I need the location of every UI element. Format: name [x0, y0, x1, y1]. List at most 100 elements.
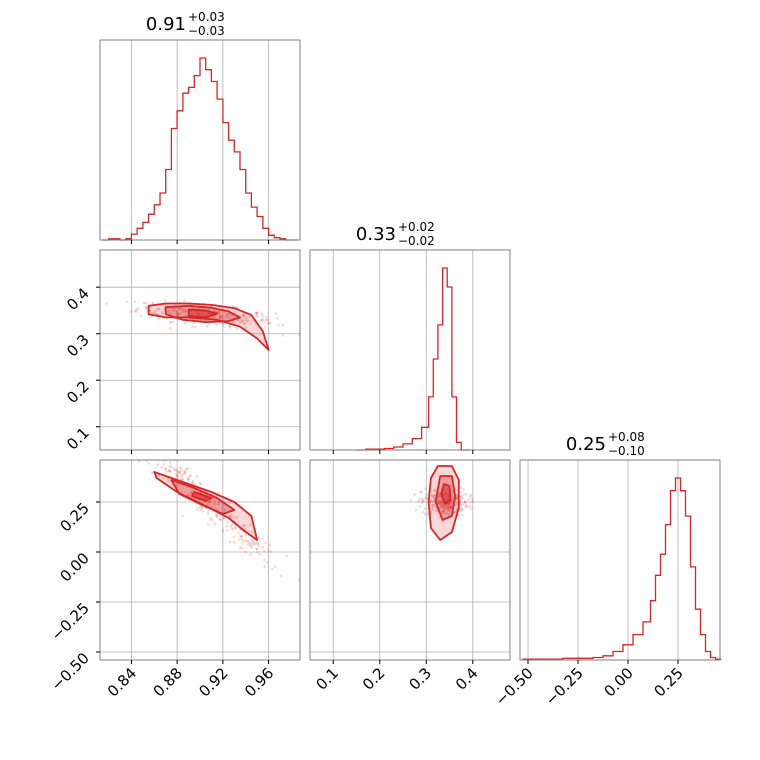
- scatter-point: [150, 444, 153, 447]
- x-tick-label-p1: 0.96: [241, 664, 277, 700]
- scatter-point: [171, 320, 174, 324]
- scatter-point: [426, 513, 430, 517]
- scatter-point: [447, 509, 451, 512]
- scatter-point: [183, 471, 187, 474]
- grid-layer: [100, 40, 679, 660]
- scatter-point: [434, 506, 437, 509]
- scatter-point: [249, 523, 252, 527]
- y-tick-label-p3: 0.25: [56, 499, 92, 535]
- scatter-point: [235, 516, 238, 519]
- scatter-point: [133, 300, 137, 304]
- scatter-point: [177, 307, 181, 311]
- scatter-point: [266, 318, 269, 322]
- scatter-point: [235, 305, 238, 309]
- scatter-point: [167, 308, 170, 312]
- scatter-point: [443, 504, 447, 508]
- scatter-point: [246, 543, 250, 546]
- scatter-point: [274, 312, 278, 316]
- scatter-point: [429, 500, 432, 504]
- scatter-point: [150, 440, 153, 443]
- scatter-point: [441, 502, 444, 506]
- scatter-point: [218, 518, 222, 521]
- scatter-point: [181, 514, 185, 517]
- scatter-point: [222, 324, 225, 328]
- scatter-point: [172, 467, 176, 471]
- scatter-point: [455, 507, 459, 511]
- scatter-point: [184, 309, 187, 313]
- scatter-point: [169, 326, 172, 330]
- scatter-point: [178, 471, 181, 475]
- scatter-point: [188, 493, 191, 497]
- scatter-point: [163, 460, 166, 463]
- scatter-point: [228, 540, 232, 544]
- scatter-point: [260, 318, 263, 322]
- scatter-point: [431, 503, 435, 506]
- scatter-point: [469, 493, 473, 497]
- scatter-point: [241, 319, 245, 322]
- title-plus-p1: +0.03: [188, 10, 225, 24]
- panel-frame: [99, 249, 301, 451]
- scatter-point: [208, 503, 211, 507]
- scatter-point: [188, 474, 192, 477]
- scatter-point: [231, 320, 235, 324]
- scatter-point: [188, 474, 192, 478]
- scatter-point: [229, 524, 232, 527]
- scatter-point: [201, 507, 204, 510]
- scatter-point: [245, 319, 249, 323]
- scatter-point: [164, 468, 167, 471]
- scatter-point: [213, 499, 217, 502]
- scatter-point: [441, 505, 445, 509]
- scatter-point: [141, 450, 144, 453]
- scatter-point: [180, 306, 183, 310]
- scatter-point: [452, 511, 456, 514]
- scatter-point: [425, 496, 428, 500]
- scatter-point: [175, 310, 178, 314]
- scatter-point: [167, 469, 171, 472]
- scatter-point: [431, 494, 435, 498]
- scatter-point: [239, 534, 242, 538]
- scatter-point: [463, 500, 467, 504]
- scatter-point: [213, 502, 216, 506]
- scatter-point: [447, 504, 450, 508]
- scatter-point: [236, 319, 240, 323]
- y-tick-label-p3: 0.00: [56, 549, 92, 585]
- title-minus-p1: −0.03: [188, 24, 225, 38]
- scatter-point: [230, 516, 234, 519]
- scatter-point: [441, 509, 445, 513]
- scatter-point: [168, 469, 172, 473]
- scatter-point: [262, 549, 266, 553]
- scatter-point: [141, 454, 144, 457]
- scatter-point: [129, 310, 133, 314]
- scatter-point: [445, 503, 449, 507]
- scatter-point: [413, 493, 416, 496]
- scatter-point: [460, 509, 463, 513]
- scatter-point: [134, 310, 138, 313]
- scatter-point: [208, 499, 211, 503]
- scatter-point: [246, 316, 250, 319]
- scatter-point: [155, 309, 158, 312]
- scatter-point: [449, 504, 453, 508]
- contour-level-3: [187, 308, 219, 319]
- scatter-point: [256, 550, 260, 554]
- scatter-point: [217, 491, 220, 494]
- scatter-point: [181, 309, 184, 313]
- scatter-point: [445, 507, 449, 510]
- scatter-point: [431, 503, 435, 507]
- scatter-point: [253, 542, 256, 546]
- histogram-p1: [102, 57, 298, 241]
- scatter-point: [233, 320, 237, 323]
- scatter-point: [161, 310, 164, 314]
- scatter-point: [247, 540, 250, 543]
- scatter-point: [241, 538, 244, 541]
- scatter-point: [459, 507, 462, 511]
- scatter-point: [450, 506, 453, 510]
- scatter-point: [277, 324, 280, 327]
- x-tick-label-p2: 0.1: [312, 664, 342, 694]
- scatter-point: [175, 474, 179, 478]
- scatter-point: [232, 515, 236, 519]
- scatter-point: [242, 315, 245, 319]
- scatter-point: [448, 502, 452, 506]
- scatter-point: [455, 496, 459, 500]
- scatter-point: [437, 500, 441, 504]
- scatter-point: [244, 533, 247, 537]
